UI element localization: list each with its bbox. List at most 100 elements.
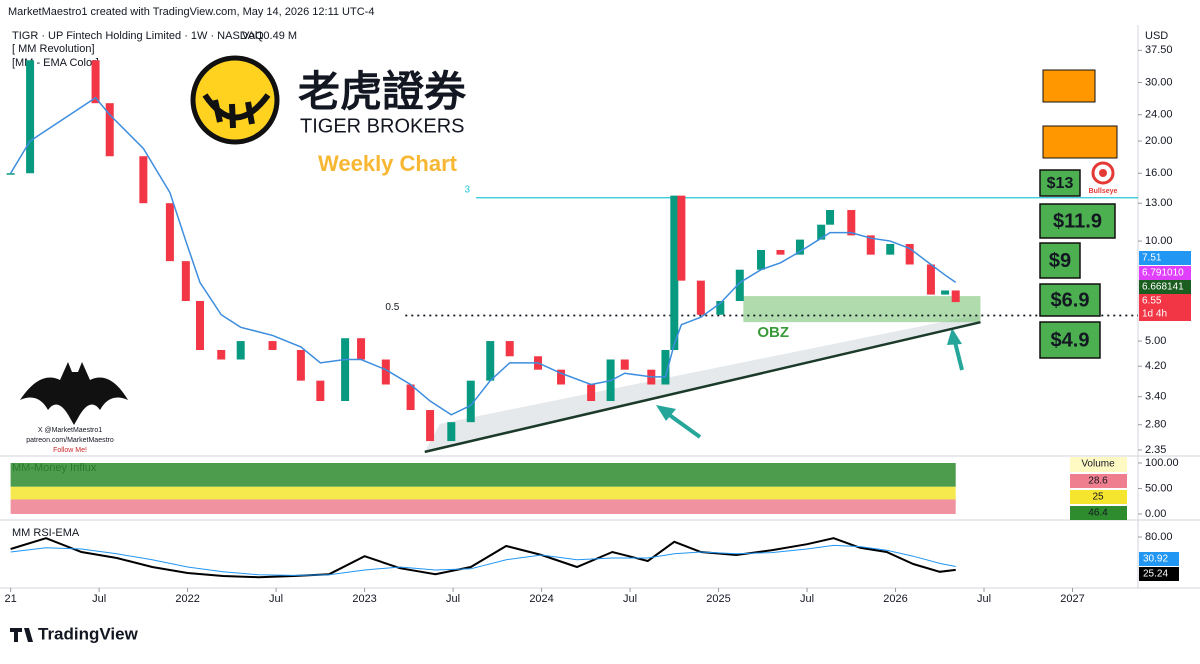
candle: [905, 243, 914, 265]
y-tick-label: 24.00: [1145, 109, 1173, 121]
candle: [486, 341, 495, 381]
target-label: $6.9: [1051, 289, 1090, 311]
legend-title: Volume: [1081, 459, 1115, 470]
x-tick-label: Jul: [800, 593, 814, 605]
logo-chinese: 老虎證券: [298, 68, 467, 115]
legend-title-bg: [1070, 457, 1127, 472]
legend-box: [1070, 474, 1127, 488]
x-tick-label: 2026: [883, 593, 907, 605]
level-label: 0.5: [385, 302, 399, 313]
price-label-bg: [1139, 294, 1191, 321]
x-tick-label: Jul: [446, 593, 460, 605]
y-tick-label: 0.00: [1145, 508, 1166, 520]
rsi-line: [10, 544, 956, 576]
x-tick-label: 2024: [529, 593, 553, 605]
arrow: [666, 412, 702, 439]
logo-english: TIGER BROKERS: [300, 115, 464, 137]
x-tick-label: Jul: [269, 593, 283, 605]
price-label-note: 1d 4h: [1142, 309, 1167, 320]
watermark-text: X @MarketMaestro1: [38, 427, 102, 434]
legend-value: 25: [1092, 492, 1104, 503]
panel-title: MM RSI-EMA: [12, 527, 80, 539]
candle: [941, 290, 950, 295]
candle: [661, 349, 670, 385]
rsi-line: [10, 537, 956, 579]
candle: [670, 195, 679, 350]
footer-logo: [10, 628, 33, 642]
influx-segment: [10, 486, 956, 500]
level-label: 3: [465, 184, 471, 195]
currency: USD: [1145, 30, 1168, 42]
y-tick-label: 30.00: [1145, 76, 1173, 88]
candle: [426, 410, 435, 442]
value-label-bg: [1139, 567, 1179, 581]
legend-value: 28.6: [1088, 476, 1108, 487]
y-tick-label: 3.40: [1145, 391, 1166, 403]
legend-value: 46.4: [1088, 508, 1108, 519]
arrow: [953, 341, 964, 371]
x-tick-label: Jul: [977, 593, 991, 605]
watermark-text: Follow Me!: [53, 447, 87, 454]
value-label: 25.24: [1143, 569, 1168, 580]
target-box: [1039, 169, 1081, 197]
candle: [316, 380, 325, 402]
candle: [165, 203, 174, 262]
ema-line: [9, 96, 957, 416]
target-label: $11.9: [1053, 210, 1102, 232]
candle: [696, 280, 705, 315]
candle: [6, 173, 15, 175]
x-tick-label: 21: [4, 593, 16, 605]
candle: [406, 384, 415, 411]
orange-box: [1042, 125, 1118, 159]
target-box: [1039, 203, 1116, 239]
candle: [795, 239, 804, 255]
y-tick-label: 50.00: [1145, 482, 1173, 494]
bat-logo: [20, 362, 128, 425]
target-label: $4.9: [1051, 329, 1090, 351]
candle: [381, 359, 390, 385]
price-label-bg: [1139, 266, 1191, 280]
zone: [743, 296, 981, 323]
candle: [826, 210, 835, 225]
candle: [620, 359, 629, 370]
price-label: 6.791010: [1142, 268, 1184, 279]
y-tick-label: 2.35: [1145, 444, 1166, 456]
candle: [951, 290, 960, 303]
symbol: TIGR · UP Fintech Holding Limited · 1W ·…: [12, 30, 264, 42]
price-label: 7.51: [1142, 253, 1162, 264]
candle: [757, 249, 766, 270]
influx-segment: [10, 499, 956, 514]
x-tick-label: Jul: [92, 593, 106, 605]
candle: [466, 380, 475, 423]
target-box: [1039, 283, 1101, 317]
plot: USD37.5030.0024.0020.0016.0013.0010.005.…: [4, 30, 1191, 605]
candle: [677, 195, 686, 281]
target-box: [1039, 321, 1101, 359]
y-tick-label: 4.20: [1145, 360, 1166, 372]
candle: [817, 224, 826, 240]
target-label: $9: [1049, 250, 1071, 272]
x-tick-label: 2022: [175, 593, 199, 605]
candle: [776, 249, 785, 255]
logo-stripes: [202, 93, 271, 129]
target-label: $13: [1047, 175, 1074, 192]
trendline: [424, 320, 981, 454]
indicator: [MM - EMA Color]: [12, 57, 99, 69]
logo-icon: [190, 55, 280, 145]
candle: [236, 341, 245, 360]
y-tick-label: 100.00: [1145, 457, 1179, 469]
footer-brand: TradingView: [38, 624, 139, 643]
candle: [217, 349, 226, 360]
arrow-head: [656, 405, 676, 421]
candle: [716, 301, 725, 315]
y-tick-label: 20.00: [1145, 135, 1173, 147]
candle: [557, 369, 566, 385]
candle: [91, 60, 100, 104]
candle: [866, 235, 875, 255]
y-tick-label: 80.00: [1145, 531, 1173, 543]
credit: MarketMaestro1 created with TradingView.…: [8, 6, 374, 18]
trend-channel: [424, 314, 981, 452]
candle: [296, 349, 305, 381]
x-tick-label: 2027: [1060, 593, 1084, 605]
x-tick-label: 2023: [352, 593, 376, 605]
